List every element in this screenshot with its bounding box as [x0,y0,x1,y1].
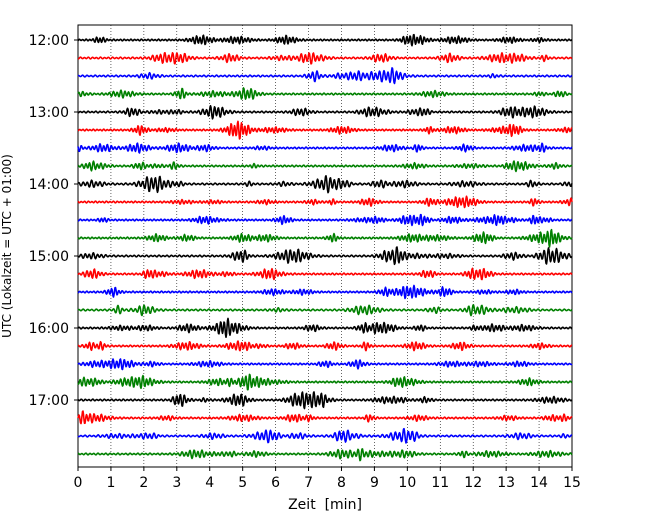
y-tick-label: 17:00 [29,393,69,409]
x-tick-label: 2 [139,475,148,491]
trace-line [77,213,573,227]
trace-line [77,358,573,371]
trace-line [77,228,573,248]
trace-line [77,267,573,281]
trace-line [77,175,573,194]
trace-line [77,284,573,300]
plot-area-frame [77,24,573,468]
trace-line [77,373,573,391]
trace-line [77,391,573,410]
x-axis-ticks: 0 1 2 3 4 5 6 7 8 9 10 11 12 13 14 15 [74,467,581,491]
x-tick-label: 13 [497,475,515,491]
y-axis-label: UTC (Lokalzeit = UTC + 01:00) [0,154,14,338]
y-tick-label: 12:00 [29,33,69,49]
x-tick-label: 3 [172,475,181,491]
x-tick-label: 5 [238,475,247,491]
x-tick-label: 11 [431,475,449,491]
trace-line [77,104,573,120]
trace-line [77,33,573,47]
x-tick-label: 6 [271,475,280,491]
x-tick-label: 14 [530,475,548,491]
trace-line [77,246,573,266]
x-tick-label: 12 [464,475,482,491]
x-tick-label: 10 [398,475,416,491]
x-tick-label: 7 [304,475,313,491]
y-tick-label: 13:00 [29,105,69,121]
trace-line [77,142,573,154]
trace-line [77,67,573,85]
trace-line [77,340,573,352]
trace-line [77,304,573,317]
trace-line [77,410,573,425]
trace-line [77,120,573,140]
trace-line [77,448,573,462]
x-tick-label: 4 [205,475,214,491]
trace-line [77,160,573,173]
x-tick-label: 0 [74,475,83,491]
y-axis-ticks: 12:00 13:00 14:00 15:00 16:00 17:00 [29,33,78,409]
trace-line [77,427,573,444]
seismic-traces [77,33,573,462]
y-tick-label: 16:00 [29,321,69,337]
x-tick-label: 1 [106,475,115,491]
x-axis-label: Zeit [min] [288,497,362,513]
trace-line [77,51,573,65]
x-tick-label: 15 [563,475,581,491]
trace-line [77,195,573,209]
y-tick-label: 15:00 [29,249,69,265]
trace-line [77,87,573,100]
x-tick-label: 9 [370,475,379,491]
trace-line [77,317,573,339]
x-tick-label: 8 [337,475,346,491]
y-tick-label: 14:00 [29,177,69,193]
